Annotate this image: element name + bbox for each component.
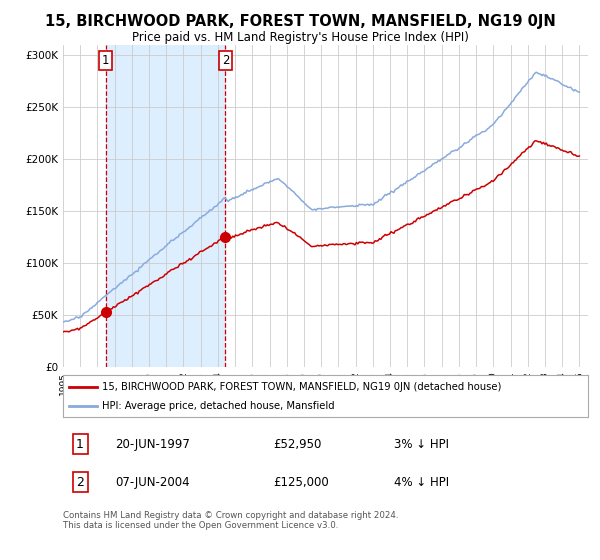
Text: 3% ↓ HPI: 3% ↓ HPI — [394, 438, 449, 451]
Text: 07-JUN-2004: 07-JUN-2004 — [115, 476, 190, 489]
Text: HPI: Average price, detached house, Mansfield: HPI: Average price, detached house, Mans… — [103, 401, 335, 411]
Text: 2: 2 — [76, 476, 84, 489]
Text: Price paid vs. HM Land Registry's House Price Index (HPI): Price paid vs. HM Land Registry's House … — [131, 31, 469, 44]
Text: 1: 1 — [102, 54, 109, 67]
Text: Contains HM Land Registry data © Crown copyright and database right 2024.
This d: Contains HM Land Registry data © Crown c… — [63, 511, 398, 530]
Bar — [106, 45, 226, 367]
Text: 15, BIRCHWOOD PARK, FOREST TOWN, MANSFIELD, NG19 0JN (detached house): 15, BIRCHWOOD PARK, FOREST TOWN, MANSFIE… — [103, 381, 502, 391]
Text: 15, BIRCHWOOD PARK, FOREST TOWN, MANSFIELD, NG19 0JN: 15, BIRCHWOOD PARK, FOREST TOWN, MANSFIE… — [44, 14, 556, 29]
Text: 4% ↓ HPI: 4% ↓ HPI — [394, 476, 449, 489]
Text: 20-JUN-1997: 20-JUN-1997 — [115, 438, 190, 451]
Text: 2: 2 — [222, 54, 229, 67]
Text: 1: 1 — [76, 438, 84, 451]
Text: £125,000: £125,000 — [273, 476, 329, 489]
Text: £52,950: £52,950 — [273, 438, 322, 451]
